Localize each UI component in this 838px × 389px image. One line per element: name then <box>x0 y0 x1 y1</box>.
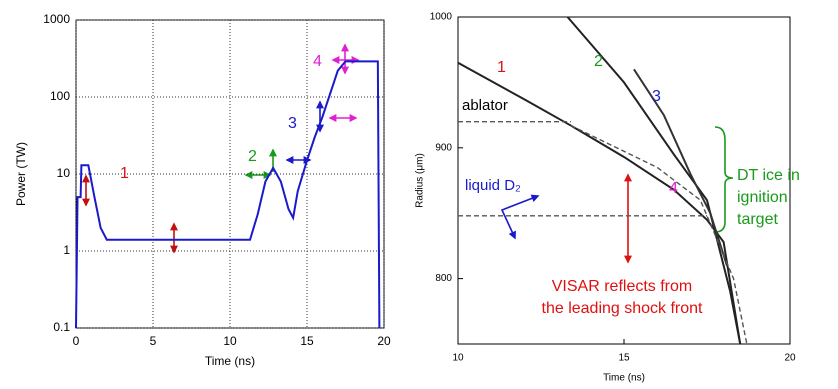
arrow <box>502 196 538 238</box>
page: {"chart_data": [ {"type": "line", "x_lab… <box>0 0 838 389</box>
y-tick-label: 1000 <box>430 12 453 23</box>
x-tick-label: 15 <box>300 334 314 348</box>
x-tick-label: 10 <box>223 334 237 348</box>
y-tick-label: 900 <box>435 142 452 153</box>
arrows <box>86 45 733 262</box>
x-tick-label: 5 <box>150 334 157 348</box>
annotation: 3 <box>288 115 297 132</box>
bracket <box>715 127 733 232</box>
annotation: the leading shock front <box>542 300 704 317</box>
series-line <box>76 61 379 328</box>
y-tick-label: 10 <box>57 166 71 180</box>
figure: 0 5 10 15 20 0.1 1 10 100 1000 Time (ns) Power (TW)… <box>0 0 838 389</box>
annotation: 1 <box>497 59 506 76</box>
y-tick-label: 0.1 <box>53 320 70 334</box>
annotation: ignition <box>737 189 788 206</box>
series-line <box>634 69 727 265</box>
x-tick-label: 20 <box>377 334 391 348</box>
y-axis-label: Power (TW) <box>14 142 28 206</box>
y-tick-label: 1 <box>63 243 70 257</box>
x-axis-label: Time (ns) <box>603 373 645 384</box>
annotation: 3 <box>652 88 661 105</box>
x-axis-label: Time (ns) <box>205 354 255 368</box>
x-tick-label: 0 <box>73 334 80 348</box>
annotation: VISAR reflects from <box>552 278 692 295</box>
annotation: 2 <box>248 148 257 165</box>
y-axis-label: Radius (μm) <box>415 153 426 208</box>
annotation: liquid D₂ <box>465 177 521 194</box>
annotation: 4 <box>313 53 322 70</box>
x-tick-label: 10 <box>452 353 464 364</box>
y-tick-label: 800 <box>435 273 452 284</box>
annotation: DT ice in <box>737 167 800 184</box>
annotation: 2 <box>594 53 603 70</box>
y-tick-label: 100 <box>50 89 70 103</box>
annotation: 4 <box>669 180 678 197</box>
y-tick-label: 1000 <box>43 12 70 26</box>
x-tick-label: 15 <box>618 353 630 364</box>
annotation: target <box>737 211 778 228</box>
annotation: 1 <box>120 165 129 182</box>
x-tick-label: 20 <box>784 353 796 364</box>
annotation: ablator <box>462 97 508 114</box>
